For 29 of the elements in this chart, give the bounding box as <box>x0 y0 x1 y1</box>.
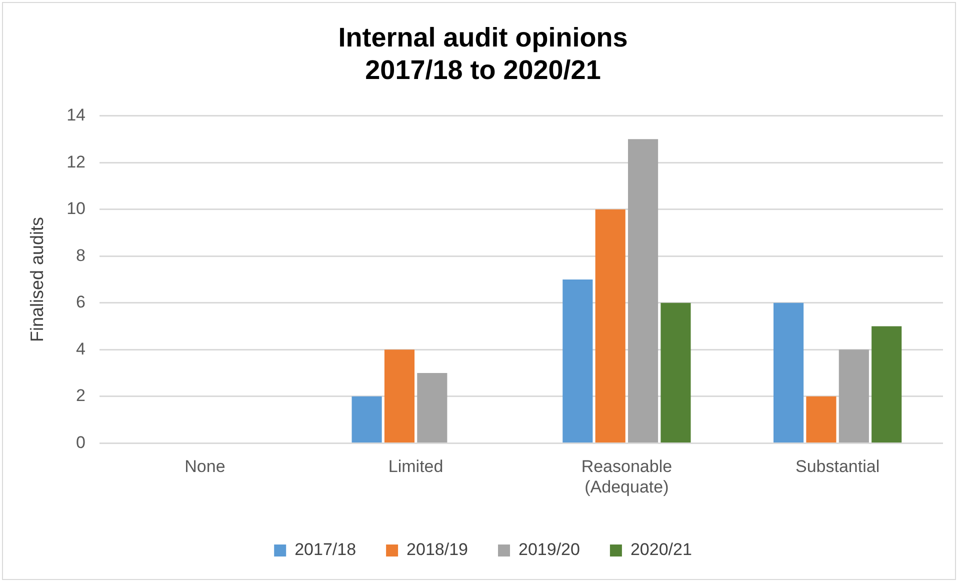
y-tick-label: 12 <box>66 152 86 172</box>
y-tick-label: 14 <box>66 105 86 124</box>
bar <box>774 302 804 442</box>
y-axis-title: Finalised audits <box>26 216 47 342</box>
y-tick-label: 4 <box>76 339 86 358</box>
y-tick-label: 2 <box>76 386 86 406</box>
x-tick-label: Limited <box>388 457 444 476</box>
x-tick-label: Substantial <box>796 457 880 476</box>
bar <box>352 396 382 442</box>
y-tick-label: 6 <box>76 292 86 312</box>
bar <box>806 396 836 442</box>
bar <box>384 350 415 442</box>
legend-label: 2019/20 <box>518 540 580 560</box>
x-tick-label: Reasonable (Adequate) <box>581 457 672 496</box>
bar <box>838 350 869 442</box>
y-tick-label: 0 <box>76 432 86 452</box>
x-tick-label: None <box>184 457 226 476</box>
bar <box>872 326 902 442</box>
legend-label: 2020/21 <box>630 540 692 560</box>
bar <box>562 280 593 442</box>
bar <box>628 139 658 442</box>
y-tick-label: 8 <box>76 246 86 265</box>
chart-title: Internal audit opinions 2017/18 to 2020/21 <box>338 22 628 86</box>
bar <box>417 373 448 442</box>
legend-label: 2018/19 <box>406 540 468 560</box>
bar <box>595 209 626 442</box>
bar <box>660 302 691 442</box>
legend-label: 2017/18 <box>294 540 356 560</box>
y-tick-label: 10 <box>66 199 86 218</box>
